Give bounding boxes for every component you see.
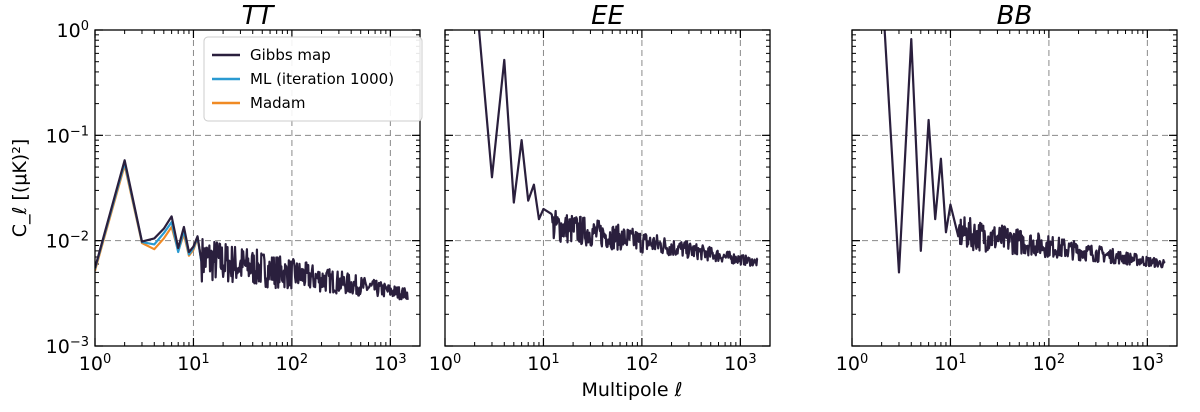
x-tick-label: 101 bbox=[934, 352, 966, 376]
series-group bbox=[95, 159, 409, 301]
panel-bb: 100 101 102 103 BB bbox=[836, 1, 1178, 376]
plot-frame bbox=[851, 29, 1178, 347]
series-line-ml-iteration-1000- bbox=[95, 161, 203, 270]
x-tick-label: 101 bbox=[177, 352, 209, 376]
legend-label: Gibbs map bbox=[250, 46, 331, 64]
y-tick-label: 10−2 bbox=[46, 229, 89, 253]
legend: Gibbs map ML (iteration 1000) Madam bbox=[203, 36, 423, 122]
plot-frame bbox=[444, 29, 771, 347]
series-group bbox=[477, 30, 759, 267]
x-tick-label: 103 bbox=[724, 352, 756, 376]
x-tick-label: 102 bbox=[276, 352, 308, 376]
x-tick-label: 102 bbox=[626, 352, 658, 376]
x-tick-label: 100 bbox=[429, 352, 461, 376]
minor-ticks bbox=[95, 30, 421, 346]
panel-title: EE bbox=[591, 1, 624, 31]
x-axis-label: Multipole ℓ bbox=[582, 379, 683, 401]
legend-label: Madam bbox=[250, 94, 305, 112]
series-group bbox=[883, 30, 1166, 274]
legend-label: ML (iteration 1000) bbox=[250, 70, 394, 88]
panel-title: TT bbox=[242, 1, 276, 31]
series-line-gibbs-map bbox=[95, 159, 409, 301]
x-tick-label: 100 bbox=[79, 352, 111, 376]
series-line-gibbs-map bbox=[477, 30, 759, 267]
x-tick-label: 101 bbox=[527, 352, 559, 376]
y-tick-label: 100 bbox=[57, 19, 89, 43]
minor-ticks bbox=[852, 30, 1178, 346]
y-tick-label: 10−1 bbox=[46, 124, 89, 148]
legend-box bbox=[203, 36, 423, 122]
x-tick-label: 102 bbox=[1033, 352, 1065, 376]
x-tick-label: 100 bbox=[836, 352, 868, 376]
plot-frame bbox=[94, 29, 421, 347]
minor-ticks bbox=[445, 30, 771, 346]
x-tick-label: 103 bbox=[1131, 352, 1163, 376]
panel-title: BB bbox=[997, 1, 1033, 31]
series-line-gibbs-map bbox=[883, 30, 1166, 274]
panel-ee: 100 101 102 103 EE bbox=[429, 1, 771, 376]
y-axis-label: C_ℓ [(μK)²] bbox=[9, 139, 31, 237]
series-line-madam bbox=[95, 164, 203, 271]
x-tick-label: 103 bbox=[374, 352, 406, 376]
